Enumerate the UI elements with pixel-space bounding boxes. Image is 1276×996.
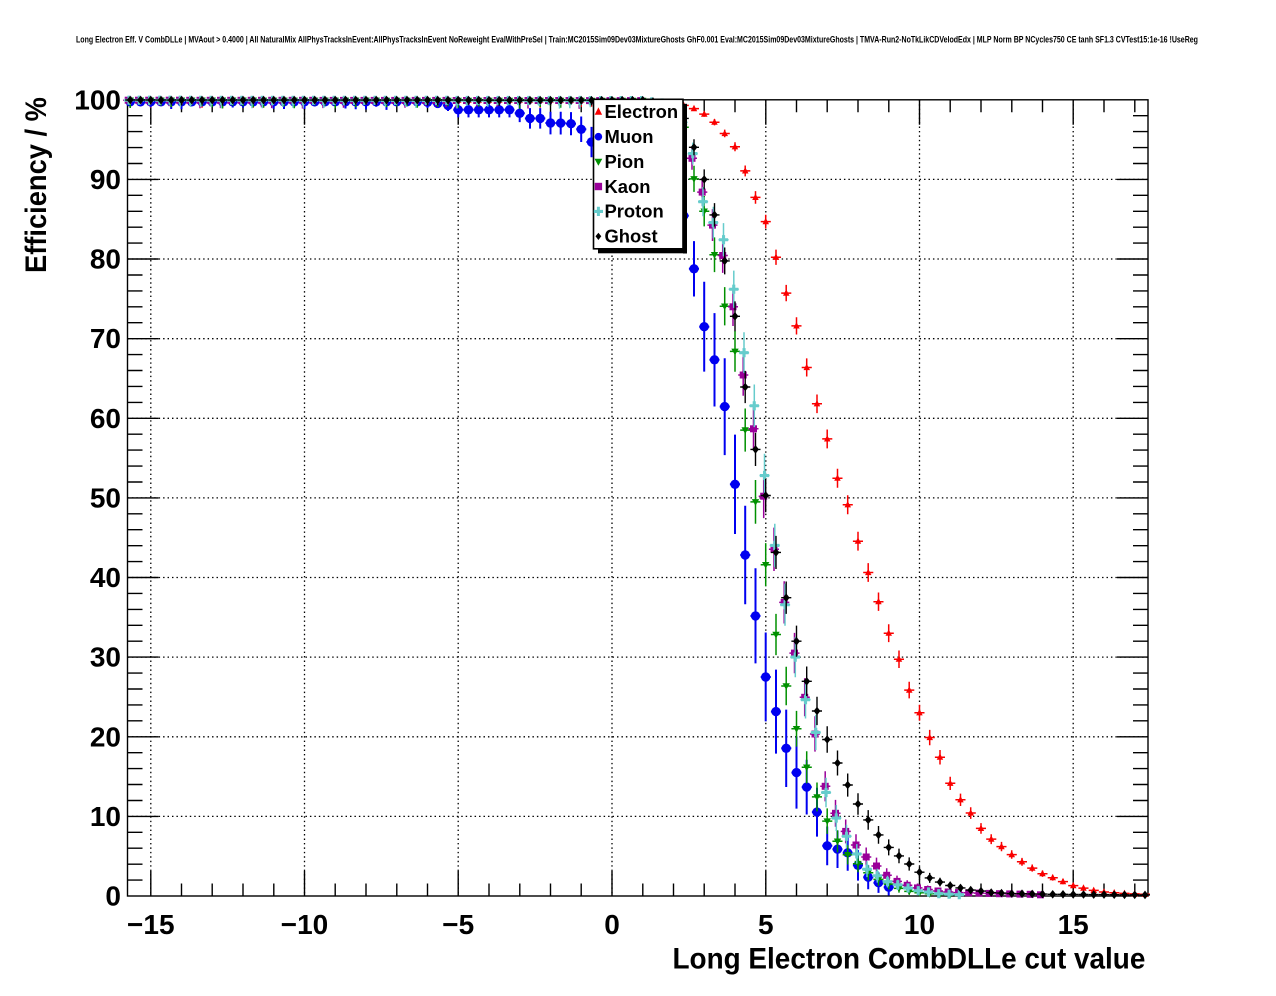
svg-text:−15: −15	[127, 909, 175, 940]
svg-text:Muon: Muon	[605, 126, 654, 147]
svg-text:Kaon: Kaon	[605, 176, 651, 197]
svg-text:80: 80	[90, 244, 121, 275]
svg-text:30: 30	[90, 642, 121, 673]
svg-text:70: 70	[90, 323, 121, 354]
svg-text:10: 10	[90, 801, 121, 832]
svg-text:Ghost: Ghost	[605, 226, 658, 247]
svg-text:40: 40	[90, 562, 121, 593]
svg-text:5: 5	[758, 909, 774, 940]
svg-text:Proton: Proton	[605, 201, 664, 222]
svg-text:−5: −5	[442, 909, 474, 940]
svg-text:Long Electron Eff. V CombDLLe: Long Electron Eff. V CombDLLe | MVAout >…	[76, 35, 1198, 45]
svg-text:100: 100	[74, 84, 121, 115]
svg-text:Electron: Electron	[605, 101, 679, 122]
svg-text:0: 0	[604, 909, 620, 940]
svg-text:Long Electron CombDLLe cut val: Long Electron CombDLLe cut value	[673, 943, 1146, 976]
svg-text:90: 90	[90, 164, 121, 195]
svg-text:−10: −10	[281, 909, 329, 940]
svg-text:50: 50	[90, 482, 121, 513]
svg-text:Pion: Pion	[605, 151, 645, 172]
svg-text:10: 10	[904, 909, 935, 940]
svg-text:20: 20	[90, 721, 121, 752]
svg-text:60: 60	[90, 403, 121, 434]
svg-text:0: 0	[105, 881, 121, 912]
svg-text:15: 15	[1058, 909, 1089, 940]
svg-text:Efficiency / %: Efficiency / %	[20, 97, 53, 273]
